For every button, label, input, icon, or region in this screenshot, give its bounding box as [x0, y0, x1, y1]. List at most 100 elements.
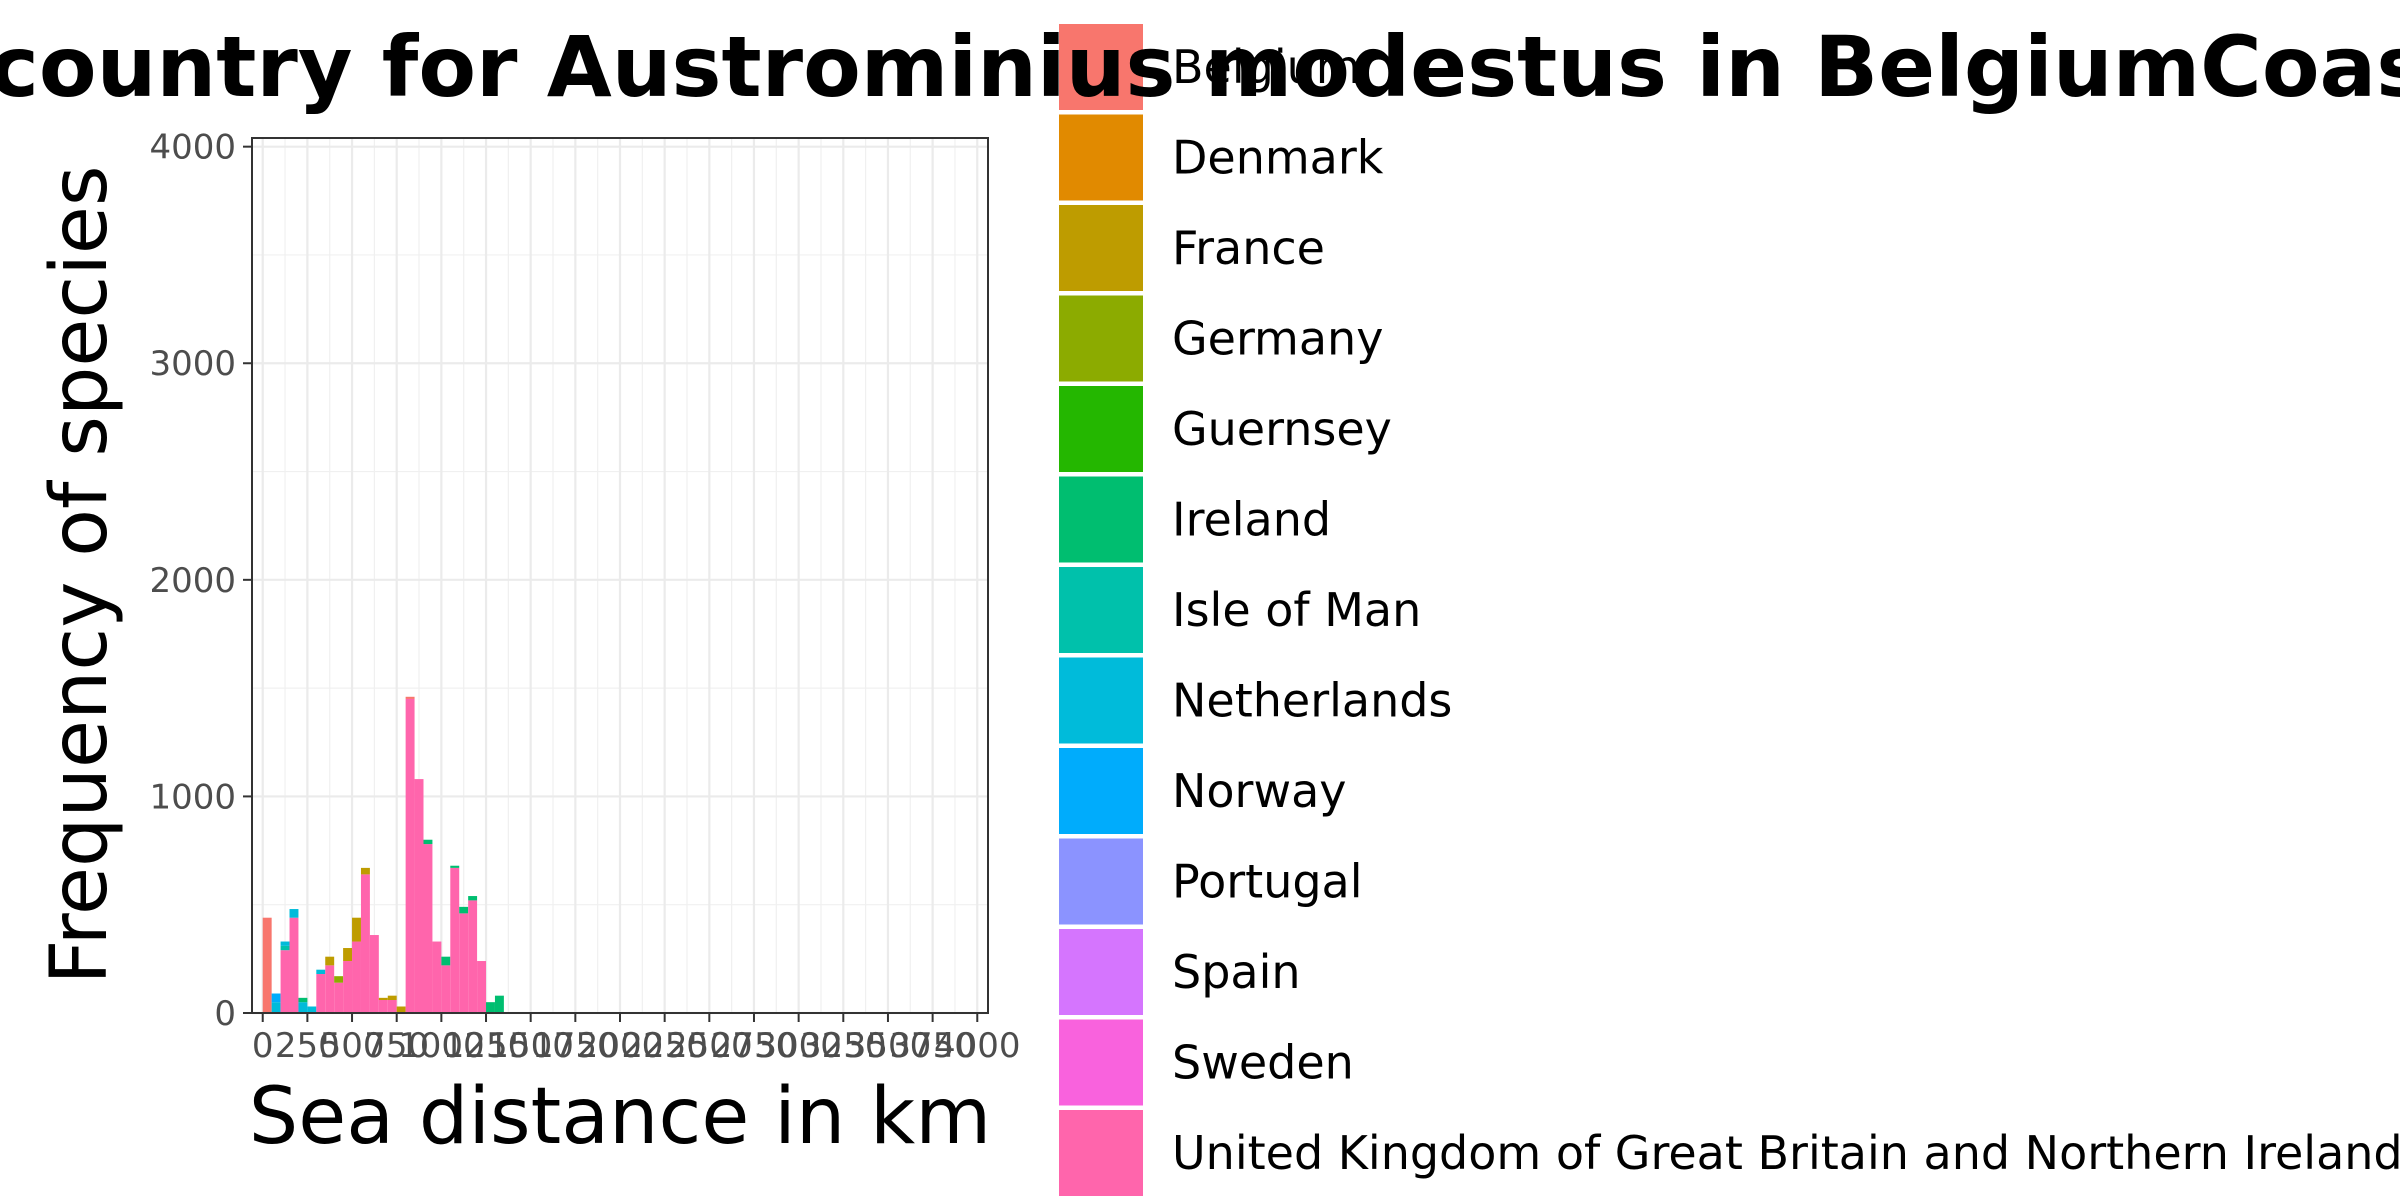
x-tick-label: 1250: [443, 1026, 530, 1066]
legend-label: France: [1172, 221, 1325, 275]
legend-key: [1059, 748, 1143, 834]
x-tick-label: 3750: [889, 1026, 976, 1066]
histogram-bar-segment: [334, 982, 344, 1013]
histogram-bar-segment: [325, 965, 335, 1013]
x-tick-label: 3000: [755, 1026, 842, 1066]
histogram-bar-segment: [360, 874, 370, 1013]
x-tick-label: 2000: [577, 1026, 664, 1066]
legend-label: Portugal: [1172, 855, 1363, 909]
histogram-bar-segment: [441, 956, 451, 966]
legend-label: United Kingdom of Great Britain and Nort…: [1172, 1126, 2400, 1180]
legend-key: [1059, 205, 1143, 291]
legend: Belgium Denmark France Germany Guernsey Irela…: [1059, 24, 2400, 1196]
x-tick-label: 1750: [532, 1026, 619, 1066]
histogram-bar-segment: [450, 865, 460, 868]
histogram-bar-segment: [334, 976, 344, 983]
histogram-bar-segment: [414, 779, 424, 1013]
histogram-bars: [262, 696, 504, 1013]
histogram-bar-segment: [387, 1000, 397, 1013]
histogram-bar-segment: [271, 1002, 281, 1013]
histogram-bar-segment: [378, 1000, 388, 1013]
legend-key: [1059, 386, 1143, 472]
histogram-bar-segment: [423, 839, 433, 845]
histogram-bar-segment: [343, 948, 353, 962]
legend-key: [1059, 114, 1143, 201]
histogram-bar-segment: [316, 969, 326, 975]
legend-label: Denmark: [1172, 131, 1384, 185]
histogram-bar-segment: [494, 995, 504, 1013]
histogram-bar-segment: [271, 993, 281, 1003]
legend-key: [1059, 1019, 1143, 1106]
legend-key: [1059, 295, 1143, 382]
x-tick-label: 2250: [621, 1026, 708, 1066]
legend-label: Guernsey: [1172, 402, 1392, 456]
histogram-bar-segment: [378, 997, 388, 1001]
histogram-bar-segment: [405, 696, 415, 699]
x-tick-label: 750: [364, 1026, 429, 1066]
histogram-bar-segment: [396, 1006, 406, 1013]
histogram-bar-segment: [459, 913, 469, 1013]
y-tick-label: 1000: [149, 777, 236, 817]
legend-label: Sweden: [1172, 1036, 1354, 1090]
y-tick-label: 3000: [149, 344, 236, 384]
x-axis-title: Sea distance in km: [249, 1072, 991, 1162]
histogram-bar-segment: [387, 995, 397, 1001]
histogram-bar-segment: [280, 950, 290, 1013]
histogram-bar-segment: [352, 941, 361, 1013]
histogram-bar-segment: [432, 941, 442, 1013]
legend-key: [1059, 1110, 1143, 1196]
x-tick-label: 3250: [800, 1026, 887, 1066]
histogram-bar-segment: [289, 909, 299, 918]
histogram-bar-segment: [280, 945, 290, 951]
histogram-bar-segment: [459, 906, 469, 914]
y-axis: 0 1000 2000 3000 4000: [149, 128, 252, 1034]
y-tick-label: 4000: [149, 128, 236, 168]
histogram-bar-segment: [298, 997, 308, 1003]
legend-label: Netherlands: [1172, 674, 1452, 728]
histogram-bar-segment: [343, 961, 353, 1013]
legend-label: Ireland: [1172, 493, 1331, 547]
legend-key: [1059, 657, 1143, 744]
histogram-bar-segment: [450, 867, 460, 1013]
x-tick-label: 2500: [666, 1026, 753, 1066]
histogram-bar-segment: [441, 965, 451, 1013]
legend-key: [1059, 24, 1143, 110]
histogram-bar-segment: [468, 900, 478, 1013]
chart-title: ces/country for Austrominius modestus in…: [0, 18, 2400, 116]
legend-label: Germany: [1172, 312, 1383, 366]
legend-label: Belgium: [1172, 40, 1361, 94]
legend-label: Norway: [1172, 764, 1347, 818]
histogram-bar-segment: [280, 941, 290, 946]
histogram-bar-segment: [307, 1006, 317, 1013]
legend-key: [1059, 476, 1143, 563]
legend-label: Spain: [1172, 945, 1301, 999]
histogram-bar-segment: [360, 867, 370, 875]
x-tick-label: 1500: [487, 1026, 574, 1066]
x-tick-label: 500: [320, 1026, 385, 1066]
x-tick-label: 250: [275, 1026, 340, 1066]
x-tick-label: 0: [252, 1026, 274, 1066]
y-tick-label: 0: [214, 994, 236, 1034]
legend-label: Isle of Man: [1172, 583, 1421, 637]
x-tick-label: 3500: [845, 1026, 932, 1066]
histogram-bar-segment: [298, 1002, 308, 1013]
histogram-bar-segment: [405, 698, 415, 1013]
histogram-bar-segment: [486, 1002, 495, 1013]
legend-key: [1059, 929, 1143, 1015]
major-gridlines: [252, 138, 988, 1015]
x-axis: 0 250500750100012501500175020002250250027…: [252, 1013, 1021, 1066]
y-axis-title: Frequency of species: [35, 165, 125, 984]
histogram-bar-segment: [369, 935, 379, 1013]
x-tick-label: 1000: [398, 1026, 485, 1066]
histogram-bar-segment: [468, 896, 478, 901]
x-tick-label: 2750: [711, 1026, 798, 1066]
x-tick-label: 4000: [934, 1026, 1021, 1066]
histogram-bar-segment: [289, 917, 299, 1013]
histogram-bar-segment: [325, 956, 335, 966]
histogram-bar-segment: [477, 961, 487, 1013]
legend-key: [1059, 567, 1143, 653]
y-tick-label: 2000: [149, 561, 236, 601]
histogram-bar-segment: [262, 917, 272, 1013]
histogram-bar-segment: [423, 844, 433, 1013]
